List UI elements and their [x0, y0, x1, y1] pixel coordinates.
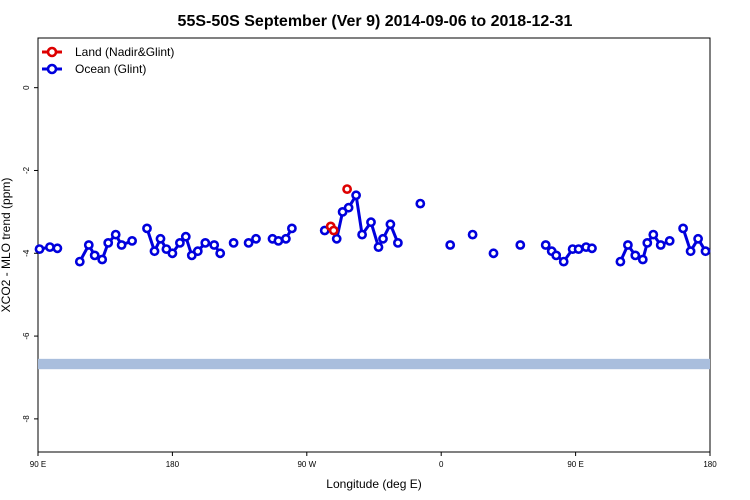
data-point: [45, 242, 55, 252]
data-point: [642, 237, 653, 248]
data-point: [637, 254, 648, 265]
data-point: [415, 198, 426, 209]
data-point: [200, 237, 211, 248]
x-tick-label: 180: [703, 460, 717, 469]
x-tick-label: 90 E: [567, 460, 583, 469]
data-point: [630, 250, 641, 261]
legend: Land (Nadir&Glint) Ocean (Glint): [42, 45, 174, 76]
data-point: [110, 229, 121, 240]
data-point: [558, 256, 569, 267]
data-point: [551, 250, 562, 261]
data-point: [116, 240, 127, 250]
series-land: [325, 184, 352, 236]
legend-marker: [46, 46, 58, 58]
data-point: [664, 235, 675, 246]
data-point: [700, 246, 711, 257]
data-point: [467, 229, 478, 240]
y-axis-label: XCO2 - MLO trend (ppm): [0, 178, 13, 313]
data-point: [174, 237, 185, 248]
data-point: [685, 246, 696, 257]
data-point: [623, 240, 633, 250]
data-point: [209, 240, 220, 250]
data-point: [286, 223, 297, 234]
data-point: [342, 184, 352, 194]
data-point: [615, 256, 626, 267]
legend-label: Land (Nadir&Glint): [75, 45, 174, 59]
data-point: [357, 229, 367, 240]
chart-title: 55S-50S September (Ver 9) 2014-09-06 to …: [178, 13, 573, 30]
y-axis: 0 -2 -4 -6 -8: [22, 85, 38, 423]
land-band-layer: [38, 358, 710, 370]
data-point: [167, 248, 178, 259]
data-point: [378, 233, 388, 244]
legend-marker: [46, 63, 58, 75]
x-tick-label: 90 E: [30, 460, 46, 469]
data-point: [127, 235, 137, 246]
data-point: [280, 233, 291, 244]
y-tick-label: -8: [22, 415, 31, 423]
x-axis: 90 E 180 90 W 0 90 E 180: [30, 452, 717, 469]
data-point: [373, 242, 384, 252]
plot-area: [37, 37, 711, 453]
legend-label: Ocean (Glint): [75, 62, 146, 76]
data-point: [678, 223, 688, 234]
data-point: [192, 246, 203, 257]
y-tick-label: -4: [22, 249, 31, 257]
data-point: [385, 219, 396, 230]
data-point: [343, 202, 354, 213]
data-point: [515, 240, 526, 250]
series-layer: [34, 184, 711, 267]
data-point: [103, 237, 114, 248]
data-point: [328, 225, 339, 236]
data-point: [351, 190, 361, 201]
data-point: [215, 248, 226, 259]
data-point: [155, 233, 166, 244]
data-point: [52, 243, 63, 254]
x-axis-label: Longitude (deg E): [326, 477, 421, 491]
series-line: [681, 227, 707, 253]
data-point: [392, 237, 403, 248]
data-point: [89, 250, 100, 261]
y-tick-label: -6: [22, 332, 31, 340]
data-point: [445, 240, 456, 250]
data-point: [34, 244, 45, 254]
data-point: [331, 233, 342, 244]
data-point: [540, 240, 551, 250]
data-point: [142, 223, 152, 234]
data-point: [83, 240, 94, 250]
data-point: [655, 240, 666, 250]
land-band: [38, 358, 710, 370]
x-tick-label: 0: [439, 460, 444, 469]
data-point: [587, 243, 597, 254]
data-point: [149, 246, 160, 257]
y-tick-label: -2: [22, 166, 31, 174]
y-tick-label: 0: [22, 85, 31, 90]
x-tick-label: 180: [166, 460, 180, 469]
data-point: [273, 235, 284, 246]
data-point: [243, 237, 254, 248]
data-point: [648, 229, 659, 240]
data-point: [573, 244, 584, 254]
data-point: [251, 233, 261, 244]
data-point: [74, 256, 85, 267]
data-point: [693, 233, 703, 244]
data-point: [228, 237, 239, 248]
data-point: [488, 248, 499, 259]
data-point: [180, 231, 191, 242]
data-point: [366, 217, 376, 228]
x-tick-label: 90 W: [297, 460, 316, 469]
data-point: [97, 254, 108, 265]
series-ocean: [34, 190, 711, 267]
